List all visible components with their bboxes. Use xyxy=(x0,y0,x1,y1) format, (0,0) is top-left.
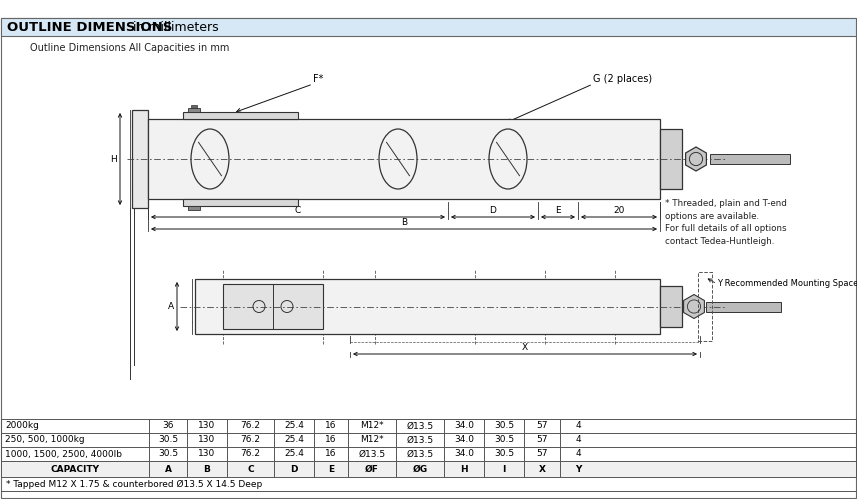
Bar xyxy=(710,154,790,164)
Bar xyxy=(188,206,200,210)
Text: 20: 20 xyxy=(614,206,625,215)
Text: E: E xyxy=(555,206,560,215)
Text: B: B xyxy=(401,218,407,227)
Bar xyxy=(660,286,682,327)
Text: A: A xyxy=(165,465,171,474)
Text: Y Recommended Mounting Spacer: Y Recommended Mounting Spacer xyxy=(717,279,857,288)
Text: 4: 4 xyxy=(575,436,581,445)
Text: 16: 16 xyxy=(326,436,337,445)
Text: E: E xyxy=(328,465,334,474)
Text: in millimeters: in millimeters xyxy=(129,20,219,33)
Text: 130: 130 xyxy=(198,436,216,445)
Text: 25.4: 25.4 xyxy=(284,436,304,445)
Text: B: B xyxy=(204,465,211,474)
Text: OUTLINE DIMENSIONS: OUTLINE DIMENSIONS xyxy=(7,20,172,33)
Bar xyxy=(223,284,323,329)
Bar xyxy=(1,18,856,36)
Text: * Tapped M12 X 1.75 & counterbored Ø13.5 X 14.5 Deep: * Tapped M12 X 1.75 & counterbored Ø13.5… xyxy=(6,480,262,489)
Bar xyxy=(183,199,298,206)
Text: * Threaded, plain and T-end
options are available.
For full details of all optio: * Threaded, plain and T-end options are … xyxy=(665,199,787,246)
Text: X: X xyxy=(538,465,546,474)
Text: D: D xyxy=(291,465,297,474)
Bar xyxy=(1,18,856,36)
Bar xyxy=(660,129,682,189)
Text: 2000kg: 2000kg xyxy=(5,422,39,431)
Polygon shape xyxy=(684,294,704,318)
Bar xyxy=(183,112,298,119)
Bar xyxy=(148,119,660,199)
Text: CAPACITY: CAPACITY xyxy=(51,465,99,474)
Text: 25.4: 25.4 xyxy=(284,422,304,431)
Text: 30.5: 30.5 xyxy=(494,450,514,459)
Polygon shape xyxy=(686,147,706,171)
Text: 130: 130 xyxy=(198,450,216,459)
Text: D: D xyxy=(489,206,496,215)
Text: 1000, 1500, 2500, 4000lb: 1000, 1500, 2500, 4000lb xyxy=(5,450,122,459)
Text: 30.5: 30.5 xyxy=(158,450,178,459)
Text: 34.0: 34.0 xyxy=(454,436,474,445)
Text: M12*: M12* xyxy=(360,436,384,445)
Text: Ø13.5: Ø13.5 xyxy=(406,436,434,445)
Text: 250, 500, 1000kg: 250, 500, 1000kg xyxy=(5,436,85,445)
Text: Ø13.5: Ø13.5 xyxy=(358,450,386,459)
Text: 36: 36 xyxy=(162,422,174,431)
Text: 30.5: 30.5 xyxy=(494,436,514,445)
Text: H: H xyxy=(460,465,468,474)
Text: Outline Dimensions All Capacities in mm: Outline Dimensions All Capacities in mm xyxy=(30,43,230,53)
Text: Ø13.5: Ø13.5 xyxy=(406,450,434,459)
Bar xyxy=(698,272,712,341)
Text: 76.2: 76.2 xyxy=(241,422,261,431)
Bar xyxy=(1,461,856,477)
Text: 57: 57 xyxy=(536,436,548,445)
Text: 57: 57 xyxy=(536,422,548,431)
Text: 4: 4 xyxy=(575,450,581,459)
Text: 76.2: 76.2 xyxy=(241,436,261,445)
Bar xyxy=(188,108,200,112)
Text: 25.4: 25.4 xyxy=(284,450,304,459)
Text: 16: 16 xyxy=(326,422,337,431)
Bar xyxy=(132,110,148,208)
Text: ØF: ØF xyxy=(365,465,379,474)
Bar xyxy=(195,279,660,334)
Text: 76.2: 76.2 xyxy=(241,450,261,459)
Text: C: C xyxy=(295,206,301,215)
Text: 34.0: 34.0 xyxy=(454,450,474,459)
Text: C: C xyxy=(247,465,254,474)
Text: A: A xyxy=(168,302,174,311)
Text: 30.5: 30.5 xyxy=(494,422,514,431)
Text: G (2 places): G (2 places) xyxy=(593,74,652,84)
Text: Y: Y xyxy=(575,465,581,474)
Text: Ø13.5: Ø13.5 xyxy=(406,422,434,431)
Text: I: I xyxy=(137,155,140,164)
Text: 34.0: 34.0 xyxy=(454,422,474,431)
Text: F*: F* xyxy=(313,74,323,84)
Text: M12*: M12* xyxy=(360,422,384,431)
Text: 57: 57 xyxy=(536,450,548,459)
Bar xyxy=(191,105,197,108)
Text: ØG: ØG xyxy=(412,465,428,474)
Text: 130: 130 xyxy=(198,422,216,431)
Text: H: H xyxy=(111,155,117,164)
Bar xyxy=(706,301,781,311)
Text: I: I xyxy=(502,465,506,474)
Text: 30.5: 30.5 xyxy=(158,436,178,445)
Text: 16: 16 xyxy=(326,450,337,459)
Text: 4: 4 xyxy=(575,422,581,431)
Text: X: X xyxy=(522,343,528,352)
